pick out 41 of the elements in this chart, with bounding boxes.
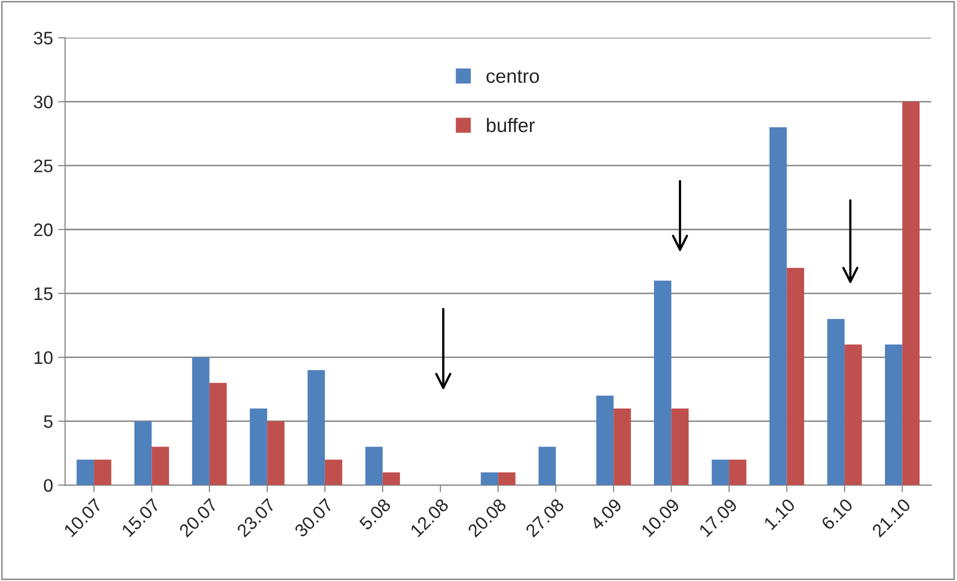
bar: [134, 421, 152, 486]
bar: [192, 357, 210, 486]
bar: [786, 268, 804, 486]
y-tick-label: 20: [34, 223, 53, 236]
bar: [267, 421, 284, 486]
x-tick-label: 5.08: [358, 498, 392, 531]
bar: [209, 382, 227, 486]
y-tick-label: 10: [34, 351, 53, 364]
x-tick-label: 4.09: [589, 498, 622, 531]
bar: [827, 318, 845, 486]
bar: [844, 344, 862, 486]
bar: [498, 472, 516, 486]
y-tick-label: 25: [34, 160, 53, 172]
y-tick-label: 15: [34, 288, 53, 300]
bar: [769, 127, 787, 486]
y-tick-label: 0: [44, 479, 53, 492]
x-tick-label: 6.10: [820, 498, 854, 531]
bar: [94, 460, 112, 486]
x-tick-label: 1.10: [763, 498, 796, 530]
bar: [480, 472, 498, 486]
bar: [250, 408, 268, 486]
y-tick-label: 35: [34, 32, 53, 44]
bar: [324, 460, 342, 486]
bar: [596, 396, 614, 486]
y-tick-label: 30: [34, 96, 53, 108]
bar: [152, 446, 170, 486]
bar: [712, 460, 730, 486]
bar: [382, 472, 400, 486]
legend-label: centro: [486, 70, 539, 83]
bar: [654, 280, 672, 486]
bar: [365, 446, 383, 486]
bar: [308, 370, 325, 486]
legend-label: buffer: [486, 118, 535, 132]
bar: [729, 460, 746, 486]
bar: [671, 408, 689, 486]
bar: [902, 102, 920, 486]
y-tick-label: 5: [44, 415, 53, 428]
bar: [76, 460, 94, 486]
bar: [614, 408, 631, 486]
bar: [538, 446, 556, 486]
bar: [884, 344, 902, 486]
